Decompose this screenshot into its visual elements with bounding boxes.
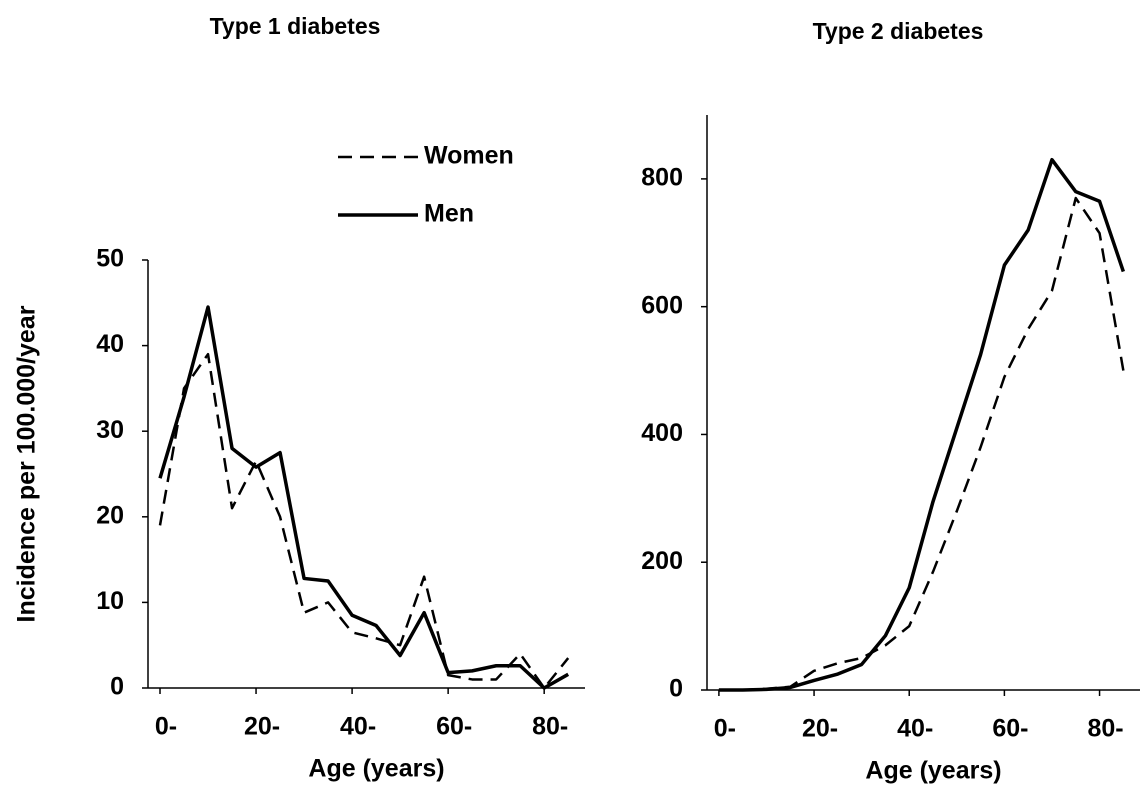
series-line	[718, 157, 1126, 692]
x-tick-label: 20-	[802, 715, 838, 743]
series-line	[158, 352, 570, 690]
series-line	[718, 196, 1125, 692]
y-tick-label: 0	[110, 673, 124, 701]
y-tick-label: 10	[96, 587, 124, 615]
x-axis-title: Age (years)	[308, 755, 444, 783]
legend-label: Men	[424, 200, 474, 228]
x-tick-label: 20-	[244, 713, 280, 741]
x-tick-label: 80-	[532, 713, 568, 741]
x-tick-label: 0-	[714, 715, 736, 743]
chart-title: Type 2 diabetes	[813, 18, 984, 44]
x-axis-title: Age (years)	[865, 757, 1001, 785]
legend-label: Women	[424, 142, 514, 170]
x-tick-label: 60-	[436, 713, 472, 741]
y-tick-label: 0	[669, 675, 683, 703]
chart-title: Type 1 diabetes	[210, 13, 381, 39]
x-tick-label: 80-	[1087, 715, 1123, 743]
y-tick-label: 40	[96, 330, 124, 358]
x-tick-label: 60-	[992, 715, 1028, 743]
x-tick-label: 40-	[897, 715, 933, 743]
y-axis-title: Incidence per 100.000/year	[13, 305, 41, 622]
x-tick-label: 40-	[340, 713, 376, 741]
y-tick-label: 50	[96, 245, 124, 273]
y-tick-label: 800	[641, 163, 683, 191]
y-tick-label: 30	[96, 416, 124, 444]
y-tick-label: 20	[96, 501, 124, 529]
x-tick-label: 0-	[155, 713, 177, 741]
y-tick-label: 400	[641, 419, 683, 447]
series-line	[158, 305, 570, 690]
y-tick-label: 200	[641, 547, 683, 575]
y-tick-label: 600	[641, 291, 683, 319]
